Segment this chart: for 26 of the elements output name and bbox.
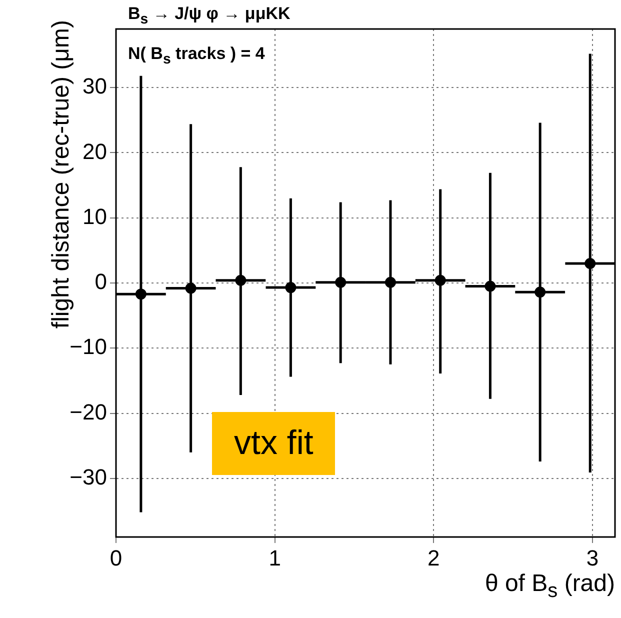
point	[135, 288, 146, 300]
y-tick-label: 0	[94, 269, 107, 294]
y-axis-title: flight distance (rec-true) (μm)	[48, 20, 76, 329]
annotation: N( B$_{s}$ tracks ) = 4	[128, 44, 265, 68]
x-axis-title: θ of B$_{s}$ (rad)	[484, 570, 615, 603]
point	[335, 276, 346, 288]
y-tick-label: −30	[70, 464, 107, 490]
x-tick-label: 2	[428, 545, 440, 570]
y-tick-label: 20	[82, 138, 107, 164]
point	[384, 276, 396, 288]
chart-title: B$_{s}$ → J/ψ φ → μμKK	[128, 4, 290, 28]
y-tick-label: −10	[70, 334, 107, 360]
point	[484, 280, 496, 292]
x-tick-label: 3	[586, 545, 599, 570]
point	[584, 258, 596, 269]
y-tick-label: 30	[82, 74, 107, 99]
x-tick-label: 0	[110, 545, 122, 570]
point	[235, 274, 246, 286]
point	[534, 286, 546, 298]
x-tick-label: 1	[268, 545, 281, 570]
y-tick-label: −20	[70, 399, 107, 424]
y-tick-label: 10	[82, 204, 107, 229]
point	[185, 282, 196, 294]
point	[285, 282, 296, 294]
annotation: vtx fit	[212, 412, 336, 475]
point	[434, 274, 446, 286]
